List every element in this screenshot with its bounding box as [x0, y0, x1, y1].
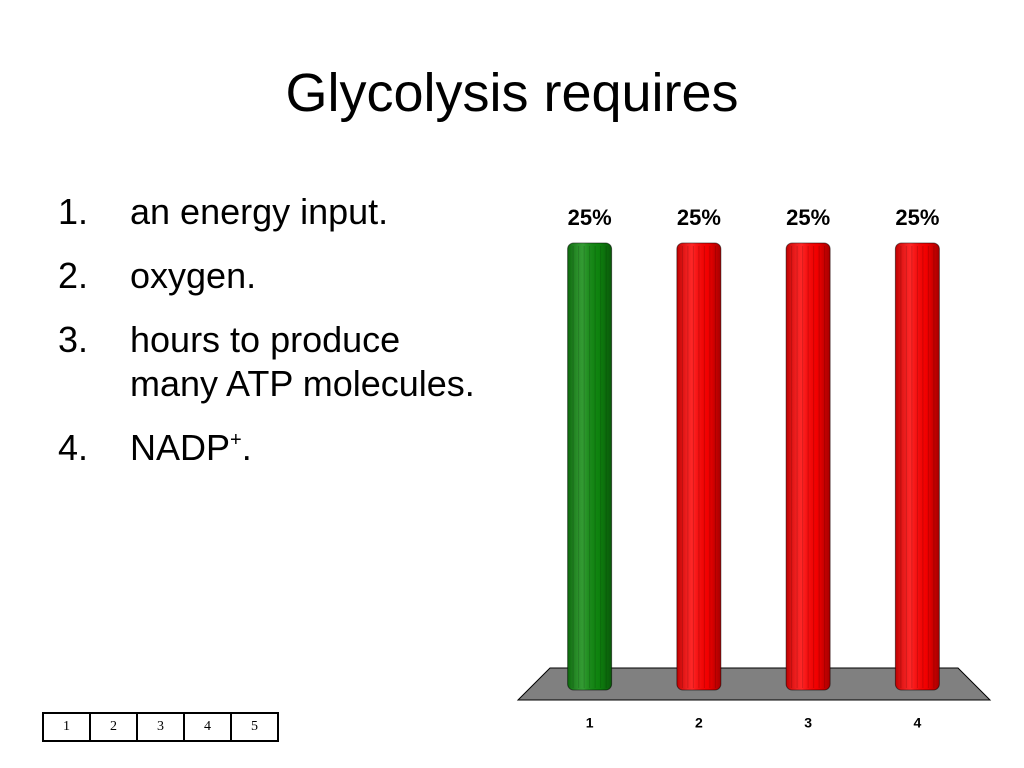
- item-number: 4.: [58, 427, 89, 468]
- item-number: 2.: [58, 255, 89, 296]
- item-text-tail: .: [241, 427, 252, 468]
- answer-box: 2: [91, 714, 138, 740]
- list-item: 3. hours to produce many ATP molecules.: [58, 318, 488, 406]
- item-number: 1.: [58, 191, 89, 232]
- bar-shading: [567, 243, 612, 690]
- list-item: 1. an energy input.: [58, 190, 488, 234]
- answer-box: 5: [251, 719, 258, 734]
- bar-shading: [676, 243, 721, 690]
- x-tick-label: 1: [586, 715, 594, 731]
- list-item: 2. oxygen.: [58, 254, 488, 298]
- answer-list: 1. an energy input. 2. oxygen. 3. hours to pr…: [58, 190, 488, 490]
- item-number: 3.: [58, 319, 89, 360]
- item-text-main: hours to produce many ATP molecules.: [130, 319, 475, 404]
- bar-shading: [786, 243, 831, 690]
- x-tick-label: 2: [695, 715, 703, 731]
- answer-box: 4: [185, 714, 232, 740]
- answer-box: 3: [138, 714, 185, 740]
- item-text: hours to produce many ATP molecules.: [130, 318, 475, 406]
- x-tick-label: 4: [913, 715, 921, 731]
- slide-title: Glycolysis requires: [285, 63, 739, 123]
- item-text: NADP+.: [130, 426, 475, 470]
- chart-floor: [516, 667, 992, 701]
- bar-shading: [895, 243, 940, 690]
- item-superscript: +: [230, 429, 242, 451]
- x-tick-label: 3: [804, 715, 812, 731]
- item-text-main: oxygen.: [130, 255, 257, 296]
- value-label: 25%: [677, 205, 721, 230]
- item-text-main: an energy input.: [130, 191, 389, 232]
- value-label: 25%: [568, 205, 612, 230]
- list-item: 4. NADP+.: [58, 426, 488, 470]
- item-text: an energy input.: [130, 190, 475, 234]
- value-label: 25%: [786, 205, 830, 230]
- item-text: oxygen.: [130, 254, 475, 298]
- item-text-main: NADP: [130, 427, 231, 468]
- value-label: 25%: [895, 205, 939, 230]
- answer-box: 1: [44, 714, 91, 740]
